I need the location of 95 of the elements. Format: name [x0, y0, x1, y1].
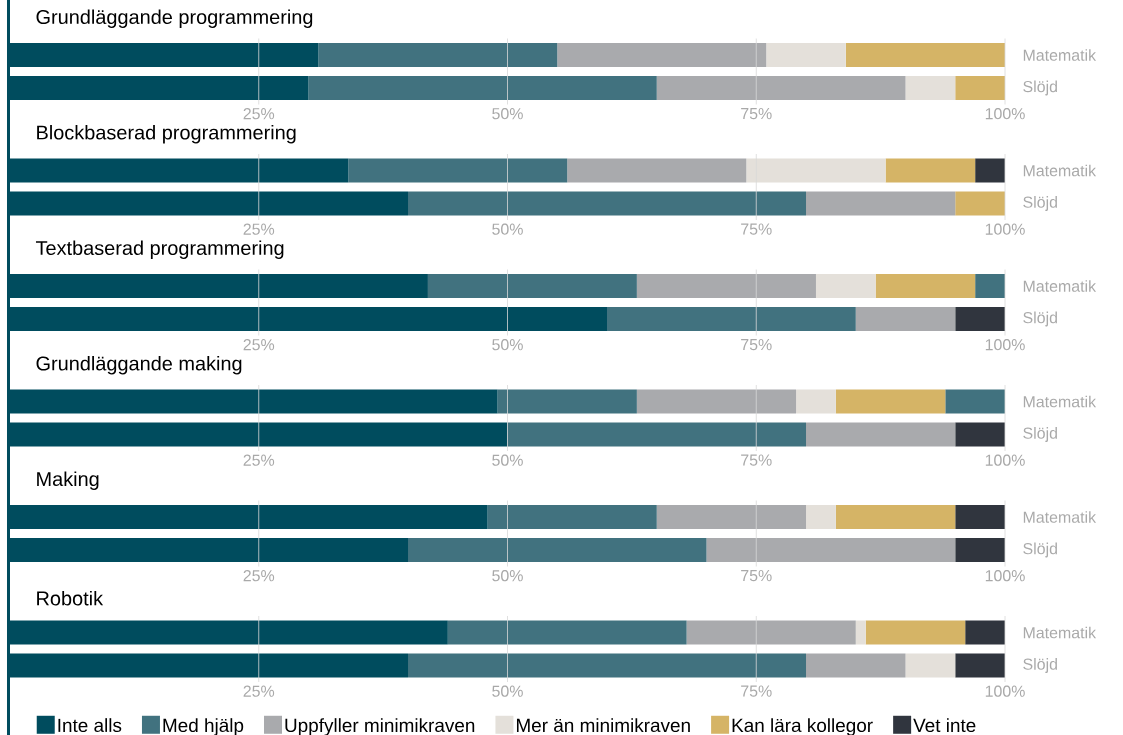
bar	[746, 158, 886, 183]
bar	[308, 76, 657, 100]
bar	[427, 274, 637, 298]
legend-label: Vet inte	[913, 718, 976, 733]
bar	[348, 158, 568, 183]
y-tick-label: Slöjd	[1023, 80, 1057, 96]
y-tick-label: Matematik	[1023, 164, 1097, 177]
y-tick-label: Matematik	[1023, 511, 1097, 523]
x-tick-label: 100%	[985, 685, 1025, 697]
x-tick-label: 50%	[492, 108, 523, 120]
x-tick-label: 50%	[492, 454, 523, 466]
x-tick-label: 25%	[243, 339, 275, 351]
bar	[835, 505, 956, 530]
bar	[408, 538, 707, 563]
y-tick-label: Slöjd	[1023, 658, 1057, 673]
x-tick-label: 75%	[741, 223, 772, 235]
bar	[835, 389, 946, 414]
x-tick-label: 100%	[985, 339, 1025, 351]
legend-label: Mer än minimikraven	[516, 718, 690, 733]
bar	[875, 274, 976, 298]
bar	[806, 653, 906, 678]
y-tick-label: Matematik	[1023, 49, 1097, 61]
bar	[318, 43, 558, 67]
x-tick-label: 100%	[985, 570, 1025, 582]
bar	[447, 620, 687, 645]
x-tick-label: 25%	[243, 685, 275, 697]
bar	[845, 43, 1006, 67]
y-tick-label: Slöjd	[1023, 542, 1057, 558]
bar	[955, 653, 1006, 678]
bar	[567, 158, 747, 183]
bar	[686, 620, 856, 645]
y-tick-label: Matematik	[1023, 395, 1097, 408]
chart-title: Making	[37, 471, 99, 491]
legend-label: Kan lära kollegor	[732, 718, 873, 735]
x-tick-label: 75%	[741, 108, 772, 120]
bar	[865, 620, 966, 645]
bar	[766, 43, 846, 67]
bar	[975, 158, 1006, 183]
bar	[507, 422, 807, 447]
bar	[955, 307, 1006, 331]
bar	[806, 422, 956, 447]
bar	[636, 389, 797, 414]
bar	[815, 274, 876, 298]
bar	[408, 653, 807, 678]
bar	[497, 389, 637, 414]
x-tick-label: 25%	[243, 570, 275, 582]
chart-title: Grundläggande making	[36, 355, 242, 375]
legend-label: Inte alls	[58, 718, 122, 733]
bar	[855, 307, 956, 331]
bar	[656, 505, 807, 530]
bar	[955, 538, 1006, 563]
x-tick-label: 25%	[243, 223, 275, 235]
x-tick-label: 50%	[492, 570, 523, 582]
x-tick-label: 50%	[492, 339, 523, 351]
bar	[855, 620, 866, 645]
x-tick-label: 75%	[741, 570, 772, 582]
chart-title: Robotik	[37, 590, 104, 606]
bar	[955, 422, 1006, 447]
bar	[408, 191, 807, 216]
x-tick-label: 75%	[741, 685, 772, 697]
bar	[905, 653, 956, 678]
x-tick-label: 25%	[243, 108, 275, 120]
bar	[955, 76, 1006, 100]
bar	[806, 191, 956, 216]
legend-label: Med hjälp	[163, 718, 244, 735]
y-tick-label: Slöjd	[1023, 311, 1057, 327]
bar	[885, 158, 976, 183]
y-tick-label: Matematik	[1023, 626, 1097, 639]
bar	[955, 505, 1006, 530]
chart-title: Textbaserad programmering	[35, 240, 284, 260]
y-tick-label: Matematik	[1023, 280, 1097, 292]
bar	[706, 538, 956, 563]
bar	[636, 274, 816, 298]
bar	[607, 307, 856, 331]
x-tick-label: 100%	[985, 223, 1025, 235]
bar	[965, 620, 1006, 645]
bar	[557, 43, 767, 67]
bar	[806, 505, 836, 530]
x-tick-label: 50%	[492, 223, 523, 235]
bar	[955, 191, 1006, 216]
y-tick-label: Slöjd	[1023, 427, 1057, 442]
x-tick-label: 75%	[741, 454, 772, 466]
bar	[905, 76, 956, 100]
x-tick-label: 100%	[985, 454, 1025, 466]
x-tick-label: 50%	[492, 685, 523, 697]
bar	[796, 389, 836, 414]
bar	[656, 76, 906, 100]
x-tick-label: 75%	[741, 339, 772, 351]
chart-title: Grundläggande programmering	[36, 9, 313, 29]
chart-title: Blockbaserad programmering	[37, 124, 296, 144]
y-tick-label: Slöjd	[1023, 196, 1057, 211]
x-tick-label: 100%	[985, 108, 1025, 120]
legend-label: Uppfyller minimikraven	[285, 718, 475, 735]
x-tick-label: 25%	[243, 454, 275, 466]
bar	[487, 505, 657, 530]
